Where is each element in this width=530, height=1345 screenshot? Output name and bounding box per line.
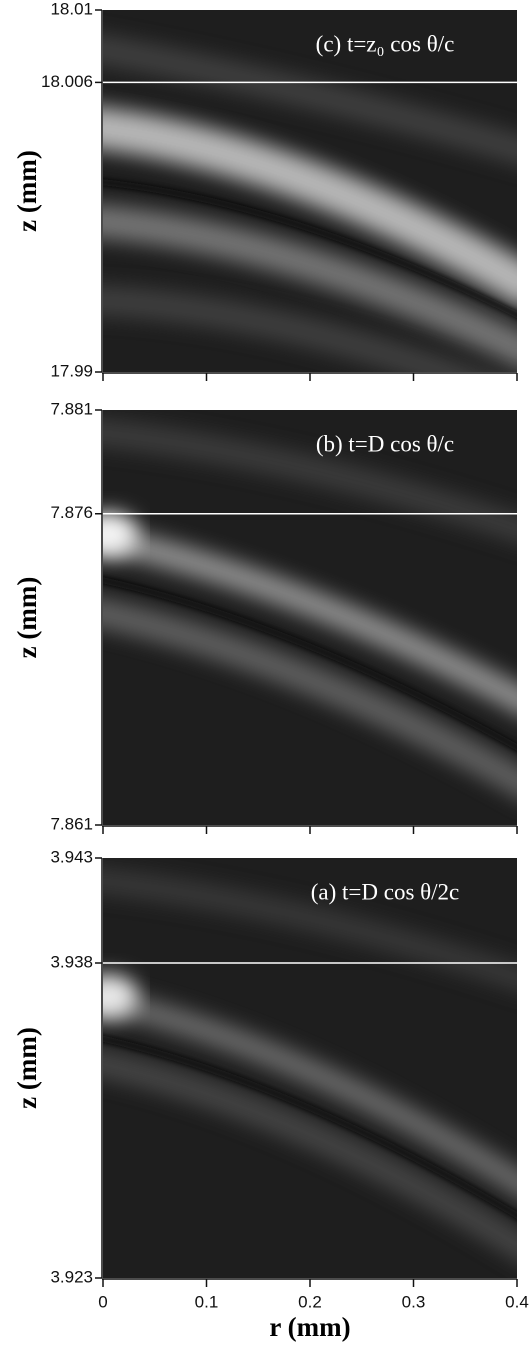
x-tick-label: 0 xyxy=(98,1292,107,1311)
y-tick-label: 17.99 xyxy=(50,361,93,380)
y-tick-label: 7.876 xyxy=(50,503,93,522)
x-tick-label: 0.3 xyxy=(402,1292,426,1311)
y-tick-label: 3.943 xyxy=(50,847,93,866)
x-tick-label: 0.2 xyxy=(298,1292,322,1311)
x-tick-label: 0.1 xyxy=(195,1292,219,1311)
y-axis-label: z (mm) xyxy=(12,150,42,232)
y-tick-label: 18.006 xyxy=(41,72,93,91)
figure: (c) t=z₀ cos θ/c 18.01 18.006 17.99 z (mm) (b… xyxy=(0,0,530,1345)
x-axis-label: r (mm) xyxy=(269,1312,350,1342)
y-tick-label: 7.861 xyxy=(50,814,93,833)
y-tick-label: 7.881 xyxy=(50,399,93,418)
y-tick-label: 18.01 xyxy=(50,0,93,18)
y-tick-label: 3.938 xyxy=(50,952,93,971)
panel-title: (c) t=z₀ cos θ/c xyxy=(316,31,455,56)
panel-title: (a) t=D cos θ/2c xyxy=(311,879,460,904)
panel-title: (b) t=D cos θ/c xyxy=(316,431,454,456)
y-tick-label: 3.923 xyxy=(50,1267,93,1286)
y-axis-label: z (mm) xyxy=(12,1027,42,1109)
x-tick-label: 0.4 xyxy=(505,1292,529,1311)
intensity-peak xyxy=(78,975,138,1019)
y-axis-label: z (mm) xyxy=(12,577,42,659)
